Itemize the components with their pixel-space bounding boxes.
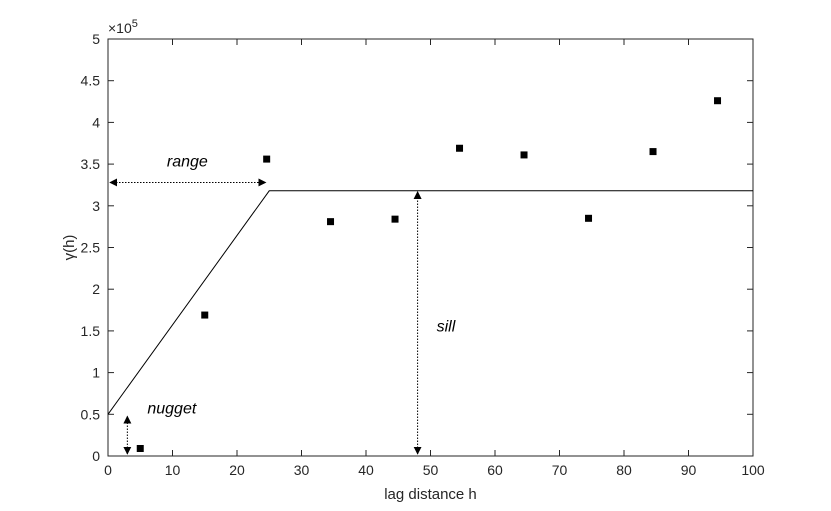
data-point	[201, 311, 209, 319]
x-tick-label: 30	[294, 462, 310, 478]
y-tick-label: 4.5	[81, 73, 101, 89]
y-exponent-base: ×10	[108, 20, 132, 36]
data-point	[714, 97, 722, 105]
x-tick-label: 70	[552, 462, 568, 478]
y-axis-label: γ(h)	[61, 235, 78, 261]
x-tick-label: 0	[104, 462, 112, 478]
model-variogram-line	[107, 190, 753, 415]
data-point	[585, 214, 593, 222]
y-tick-label: 1	[92, 365, 100, 381]
y-tick-label: 0.5	[81, 406, 101, 422]
x-tick-label: 80	[616, 462, 632, 478]
x-tick-label: 50	[423, 462, 439, 478]
y-tick-label: 2.5	[81, 240, 101, 256]
y-exponent-power: 5	[132, 18, 138, 30]
data-point	[327, 218, 335, 226]
points-layer	[136, 97, 722, 452]
y-tick-label: 2	[92, 281, 100, 297]
ticks-layer: 0 10 20 30 40 50 60 70 80 90 100 0 0.5 1 1.5 2 2.5 3 3.5 4 4…	[81, 31, 765, 478]
data-point	[136, 444, 144, 452]
data-point	[456, 144, 464, 152]
y-tick-label: 0	[92, 448, 100, 464]
x-tick-label: 10	[165, 462, 181, 478]
data-point	[391, 215, 399, 223]
sill-label: sill	[437, 318, 456, 335]
model-layer	[107, 190, 753, 415]
annotation-layer: range sill nugget	[109, 153, 456, 455]
x-tick-label: 20	[229, 462, 245, 478]
y-tick-label: 3	[92, 198, 100, 214]
y-tick-label: 4	[92, 114, 100, 130]
data-point	[649, 148, 657, 156]
data-point	[520, 151, 528, 159]
x-tick-label: 40	[358, 462, 374, 478]
x-tick-label: 90	[681, 462, 697, 478]
nugget-label: nugget	[147, 400, 196, 417]
x-tick-label: 100	[741, 462, 765, 478]
y-tick-label: 3.5	[81, 156, 101, 172]
x-axis-label: lag distance h	[384, 486, 477, 503]
range-label: range	[167, 153, 208, 170]
x-tick-label: 60	[487, 462, 503, 478]
data-point	[263, 155, 271, 163]
y-exponent-label: ×105	[108, 18, 138, 36]
y-tick-label: 1.5	[81, 323, 101, 339]
y-tick-label: 5	[92, 31, 100, 47]
plot-frame	[107, 38, 754, 457]
